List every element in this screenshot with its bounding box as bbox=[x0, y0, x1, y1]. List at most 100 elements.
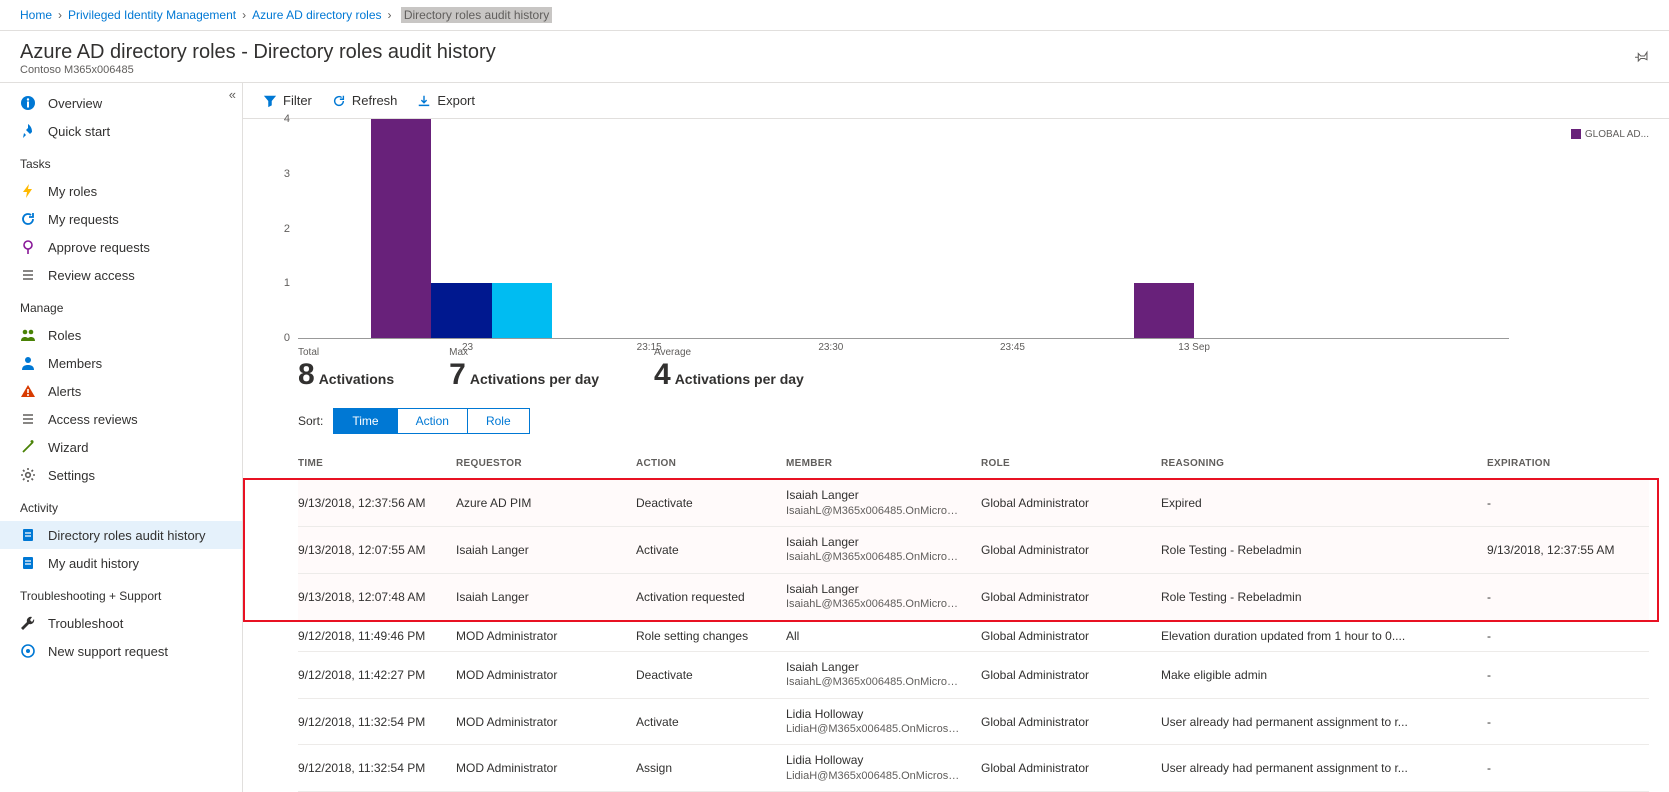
cell-time: 9/12/2018, 11:42:27 PM bbox=[298, 651, 448, 698]
table-row[interactable]: 9/12/2018, 11:32:54 PMMOD AdministratorA… bbox=[298, 745, 1649, 792]
table-row[interactable]: 9/12/2018, 11:49:46 PMMOD AdministratorR… bbox=[298, 620, 1649, 651]
sidebar-section-activity: Activity bbox=[0, 489, 242, 521]
chart-y-tick: 3 bbox=[260, 168, 290, 180]
stat-max: Max 7Activations per day bbox=[449, 347, 599, 392]
col-requestor[interactable]: REQUESTOR bbox=[448, 448, 628, 480]
col-member[interactable]: MEMBER bbox=[778, 448, 973, 480]
chart-bar bbox=[371, 119, 432, 338]
col-expiration[interactable]: EXPIRATION bbox=[1479, 448, 1649, 480]
sidebar-item-wizard[interactable]: Wizard bbox=[0, 433, 242, 461]
sidebar-item-label: Settings bbox=[48, 468, 95, 483]
col-reasoning[interactable]: REASONING bbox=[1153, 448, 1479, 480]
sidebar-item-label: My requests bbox=[48, 212, 119, 227]
doc-icon bbox=[20, 527, 36, 543]
sidebar-item-my-roles[interactable]: My roles bbox=[0, 177, 242, 205]
support-icon bbox=[20, 643, 36, 659]
filter-button[interactable]: Filter bbox=[263, 93, 312, 108]
sidebar-item-members[interactable]: Members bbox=[0, 349, 242, 377]
sidebar-item-review-access[interactable]: Review access bbox=[0, 261, 242, 289]
toolbar: Filter Refresh Export bbox=[243, 83, 1669, 119]
table-row[interactable]: 9/13/2018, 12:07:48 AMIsaiah LangerActiv… bbox=[298, 573, 1649, 620]
sidebar-item-label: Directory roles audit history bbox=[48, 528, 206, 543]
refresh-icon bbox=[332, 94, 346, 108]
cell-action: Deactivate bbox=[628, 651, 778, 698]
chart-y-tick: 1 bbox=[260, 277, 290, 289]
chart-legend: GLOBAL AD... bbox=[1571, 129, 1649, 140]
chart-x-tick: 23:30 bbox=[818, 342, 843, 353]
cell-time: 9/13/2018, 12:37:56 AM bbox=[298, 480, 448, 527]
doc-icon bbox=[20, 555, 36, 571]
cell-expiration: - bbox=[1479, 573, 1649, 620]
sidebar-item-label: Alerts bbox=[48, 384, 81, 399]
sidebar-item-troubleshoot[interactable]: Troubleshoot bbox=[0, 609, 242, 637]
chart-bar bbox=[492, 283, 553, 338]
stat-average: Average 4Activations per day bbox=[654, 347, 804, 392]
breadcrumb-link[interactable]: Azure AD directory roles bbox=[252, 8, 381, 22]
sidebar-item-new-support-request[interactable]: New support request bbox=[0, 637, 242, 665]
breadcrumb-link[interactable]: Home bbox=[20, 8, 52, 22]
sort-role-button[interactable]: Role bbox=[468, 409, 529, 433]
refresh-button[interactable]: Refresh bbox=[332, 93, 398, 108]
sidebar-item-my-audit-history[interactable]: My audit history bbox=[0, 549, 242, 577]
info-icon bbox=[20, 95, 36, 111]
cell-action: Assign bbox=[628, 745, 778, 792]
sidebar-item-quick-start[interactable]: Quick start bbox=[0, 117, 242, 145]
chart-bar bbox=[431, 283, 492, 338]
page-title: Azure AD directory roles - Directory rol… bbox=[20, 41, 1649, 64]
col-action[interactable]: ACTION bbox=[628, 448, 778, 480]
sidebar-section-manage: Manage bbox=[0, 289, 242, 321]
chart-y-tick: 4 bbox=[260, 113, 290, 125]
sidebar-item-access-reviews[interactable]: Access reviews bbox=[0, 405, 242, 433]
table-row[interactable]: 9/12/2018, 11:32:54 PMMOD AdministratorA… bbox=[298, 698, 1649, 745]
sort-time-button[interactable]: Time bbox=[334, 409, 397, 433]
sort-action-button[interactable]: Action bbox=[398, 409, 468, 433]
chart-y-tick: 2 bbox=[260, 223, 290, 235]
breadcrumb-link[interactable]: Privileged Identity Management bbox=[68, 8, 236, 22]
list-icon bbox=[20, 267, 36, 283]
sidebar-item-label: Members bbox=[48, 356, 102, 371]
sidebar-item-label: My audit history bbox=[48, 556, 139, 571]
cell-member: Isaiah LangerIsaiahL@M365x006485.OnMicro… bbox=[778, 651, 973, 698]
sidebar-item-alerts[interactable]: Alerts bbox=[0, 377, 242, 405]
chevron-right-icon: › bbox=[242, 8, 246, 22]
cell-role: Global Administrator bbox=[973, 526, 1153, 573]
collapse-sidebar-icon[interactable]: « bbox=[229, 87, 236, 102]
col-time[interactable]: TIME bbox=[298, 448, 448, 480]
sidebar-section-tasks: Tasks bbox=[0, 145, 242, 177]
filter-icon bbox=[263, 94, 277, 108]
sidebar-item-my-requests[interactable]: My requests bbox=[0, 205, 242, 233]
cell-action: Activate bbox=[628, 698, 778, 745]
table-row[interactable]: 9/12/2018, 11:42:27 PMMOD AdministratorD… bbox=[298, 651, 1649, 698]
sidebar-item-approve-requests[interactable]: Approve requests bbox=[0, 233, 242, 261]
cell-role: Global Administrator bbox=[973, 620, 1153, 651]
table-row[interactable]: 9/13/2018, 12:37:56 AMAzure AD PIMDeacti… bbox=[298, 480, 1649, 527]
cell-expiration: - bbox=[1479, 651, 1649, 698]
cell-requestor: Azure AD PIM bbox=[448, 480, 628, 527]
alert-icon bbox=[20, 383, 36, 399]
cell-requestor: Isaiah Langer bbox=[448, 573, 628, 620]
sidebar: « Overview Quick start Tasks My roles My r… bbox=[0, 83, 243, 792]
bolt-icon bbox=[20, 183, 36, 199]
table-row[interactable]: 9/13/2018, 12:07:55 AMIsaiah LangerActiv… bbox=[298, 526, 1649, 573]
sidebar-item-roles[interactable]: Roles bbox=[0, 321, 242, 349]
cell-member: Lidia HollowayLidiaH@M365x006485.OnMicro… bbox=[778, 698, 973, 745]
pin-icon[interactable] bbox=[1635, 49, 1649, 66]
sidebar-item-overview[interactable]: Overview bbox=[0, 89, 242, 117]
cell-member: Isaiah LangerIsaiahL@M365x006485.OnMicro… bbox=[778, 573, 973, 620]
cell-time: 9/12/2018, 11:32:54 PM bbox=[298, 745, 448, 792]
sidebar-item-label: Quick start bbox=[48, 124, 110, 139]
export-button[interactable]: Export bbox=[417, 93, 475, 108]
sidebar-item-directory-roles-audit-history[interactable]: Directory roles audit history bbox=[0, 521, 242, 549]
cell-role: Global Administrator bbox=[973, 480, 1153, 527]
col-role[interactable]: ROLE bbox=[973, 448, 1153, 480]
cell-expiration: - bbox=[1479, 745, 1649, 792]
cell-requestor: MOD Administrator bbox=[448, 698, 628, 745]
cell-requestor: MOD Administrator bbox=[448, 620, 628, 651]
sidebar-item-settings[interactable]: Settings bbox=[0, 461, 242, 489]
chart-bar bbox=[1134, 283, 1195, 338]
chevron-right-icon: › bbox=[388, 8, 392, 22]
cell-reasoning: Elevation duration updated from 1 hour t… bbox=[1153, 620, 1479, 651]
cell-reasoning: Make eligible admin bbox=[1153, 651, 1479, 698]
sidebar-item-label: My roles bbox=[48, 184, 97, 199]
cell-reasoning: Expired bbox=[1153, 480, 1479, 527]
